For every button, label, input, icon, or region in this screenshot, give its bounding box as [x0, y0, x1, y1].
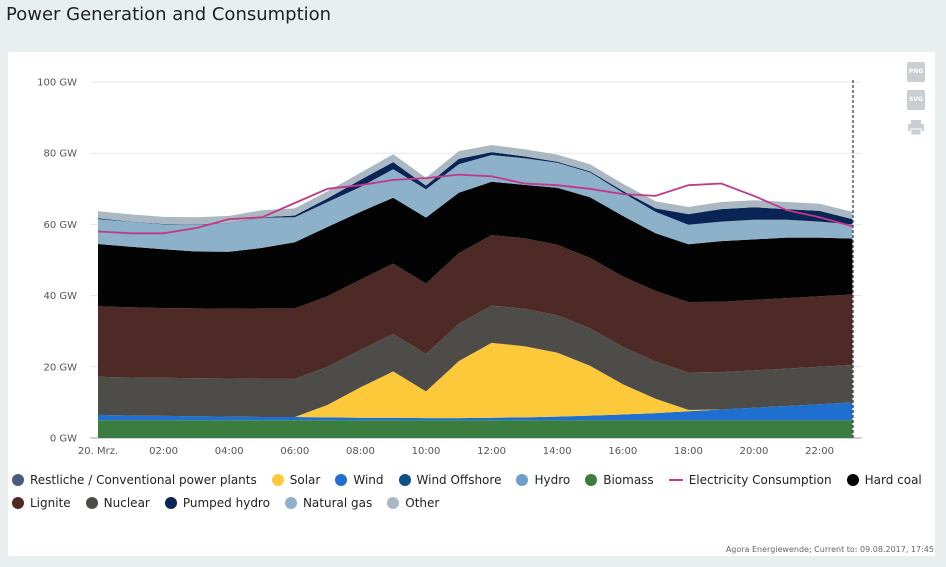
legend-item-wind-offshore[interactable]: Wind Offshore — [398, 472, 502, 487]
legend-dot-icon — [284, 496, 297, 509]
svg-export-icon: SVG — [909, 96, 923, 103]
legend-item-hard-coal[interactable]: Hard coal — [846, 472, 922, 487]
line-electricity-consumption — [97, 173, 853, 235]
legend-dot-icon — [12, 473, 24, 486]
legend-item-pumped-hydro[interactable]: Pumped hydro — [164, 495, 270, 510]
area-natural-gas — [98, 155, 853, 252]
legend-dot-icon — [398, 473, 411, 486]
legend-dot-icon — [271, 473, 284, 486]
area-pumped-hydro — [98, 152, 853, 225]
legend-item-other[interactable]: Other — [387, 496, 439, 510]
legend-item-restliche-conventional-power-plants[interactable]: Restliche / Conventional power plants — [12, 473, 257, 487]
legend-item-electricity-consumption[interactable]: Electricity Consumption — [668, 472, 832, 487]
source-note: Agora Energiewende; Current to: 09.08.20… — [725, 545, 934, 554]
area-biomass — [98, 420, 853, 438]
legend-item-nuclear[interactable]: Nuclear — [85, 495, 150, 510]
x-tick-label: 22:00 — [805, 446, 834, 457]
area-other — [98, 145, 853, 225]
legend-label: Solar — [289, 472, 321, 487]
legend-dot-icon — [846, 473, 859, 486]
legend-label: Other — [405, 495, 440, 510]
print-button[interactable] — [907, 119, 925, 136]
y-axis-ticks: 0 GW 20 GW 40 GW 60 GW 80 GW 100 GW — [37, 78, 77, 445]
legend-line-icon — [668, 478, 683, 481]
y-tick-label: 100 GW — [37, 78, 77, 89]
page-title: Power Generation and Consumption — [6, 4, 332, 25]
x-tick-label: 08:00 — [346, 446, 375, 457]
legend-item-lignite[interactable]: Lignite — [12, 496, 71, 510]
legend-item-biomass[interactable]: Biomass — [585, 472, 654, 487]
area-hard-coal — [98, 181, 853, 309]
legend-dot-icon — [164, 496, 177, 509]
chart-lines — [97, 173, 853, 235]
legend-label: Hard coal — [864, 472, 922, 487]
legend-item-hydro[interactable]: Hydro — [516, 473, 570, 487]
legend-dot-icon — [12, 496, 24, 509]
x-axis-ticks: 20. Mrz. 02:00 04:00 06:00 08:00 10:00 12:00 14… — [78, 446, 834, 457]
legend-dot-icon — [335, 473, 348, 486]
legend-item-solar[interactable]: Solar — [271, 472, 321, 487]
legend-label: Wind — [353, 472, 384, 487]
chart-legend: Restliche / Conventional power plants Sol… — [12, 468, 922, 514]
legend-dot-icon — [387, 496, 400, 509]
x-tick-label: 16:00 — [608, 446, 637, 457]
svg-export-button[interactable]: SVG — [907, 90, 925, 110]
area-nuclear — [98, 305, 853, 417]
x-tick-label: 12:00 — [477, 446, 506, 457]
legend-dot-icon — [85, 496, 98, 509]
legend-item-wind[interactable]: Wind — [335, 472, 384, 487]
png-export-icon: PNG — [908, 68, 924, 75]
legend-label: Hydro — [534, 472, 571, 487]
x-tick-label: 14:00 — [543, 446, 572, 457]
x-tick-label: 04:00 — [215, 446, 244, 457]
print-icon — [908, 120, 924, 136]
y-tick-label: 60 GW — [43, 220, 77, 231]
x-tick-label: 18:00 — [674, 446, 703, 457]
area-solar — [98, 342, 853, 419]
legend-item-natural-gas[interactable]: Natural gas — [284, 495, 373, 510]
x-tick-label: 06:00 — [280, 446, 309, 457]
legend-row: Restliche / Conventional power plants Sol… — [12, 468, 922, 491]
chart-areas — [98, 145, 853, 438]
y-tick-label: 0 GW — [50, 434, 77, 445]
legend-label: Restliche / Conventional power plants — [30, 472, 257, 487]
x-tick-label: 20. Mrz. — [78, 446, 118, 457]
legend-row: Lignite Nuclear Pumped hydro Natural gas Oth… — [12, 491, 912, 514]
x-tick-label: 20:00 — [740, 446, 769, 457]
x-tick-label: 02:00 — [149, 446, 178, 457]
legend-label: Nuclear — [103, 495, 150, 510]
legend-label: Pumped hydro — [182, 495, 270, 510]
y-tick-label: 80 GW — [43, 149, 77, 160]
legend-label: Biomass — [603, 472, 654, 487]
area-lignite — [98, 235, 853, 379]
area-wind — [98, 402, 853, 421]
x-tick-label: 10:00 — [412, 446, 441, 457]
legend-dot-icon — [585, 473, 598, 486]
y-tick-label: 20 GW — [43, 362, 77, 373]
legend-label: Electricity Consumption — [688, 472, 832, 487]
legend-label: Natural gas — [302, 495, 373, 510]
png-export-button[interactable]: PNG — [907, 62, 925, 82]
legend-label: Wind Offshore — [416, 472, 502, 487]
legend-label: Lignite — [30, 495, 71, 510]
y-tick-label: 40 GW — [43, 291, 77, 302]
legend-dot-icon — [516, 473, 529, 486]
